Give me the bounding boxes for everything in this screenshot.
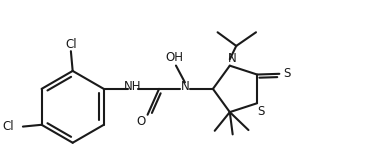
Text: OH: OH	[166, 51, 184, 64]
Text: N: N	[180, 80, 189, 93]
Text: Cl: Cl	[65, 38, 77, 50]
Text: N: N	[228, 52, 236, 65]
Text: Cl: Cl	[2, 120, 14, 133]
Text: NH: NH	[123, 80, 141, 93]
Text: O: O	[137, 115, 146, 128]
Text: S: S	[257, 105, 264, 118]
Text: S: S	[284, 67, 291, 80]
